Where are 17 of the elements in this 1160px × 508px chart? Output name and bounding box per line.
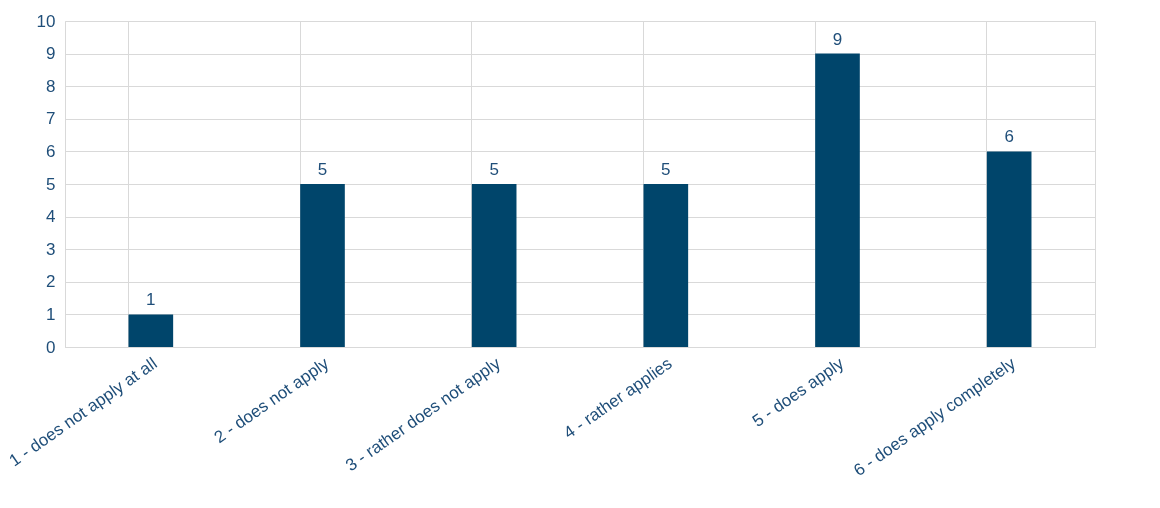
data-label: 5 xyxy=(661,160,671,179)
y-tick-label: 4 xyxy=(46,207,56,227)
y-tick-label: 2 xyxy=(46,272,56,292)
y-tick-label: 1 xyxy=(46,304,56,324)
data-label: 6 xyxy=(1004,127,1014,147)
y-tick-label: 6 xyxy=(46,141,56,161)
y-tick-label: 10 xyxy=(36,11,56,31)
y-tick-label: 9 xyxy=(46,44,56,64)
y-tick-label: 0 xyxy=(46,337,56,357)
data-label: 9 xyxy=(832,29,843,49)
y-tick-label: 5 xyxy=(46,174,56,194)
y-tick-label: 7 xyxy=(46,109,56,129)
y-tick-label: 8 xyxy=(46,76,56,96)
y-tick-label: 3 xyxy=(46,239,56,259)
data-label: 1 xyxy=(146,290,156,310)
data-label: 5 xyxy=(489,160,499,179)
data-label: 5 xyxy=(317,160,328,179)
